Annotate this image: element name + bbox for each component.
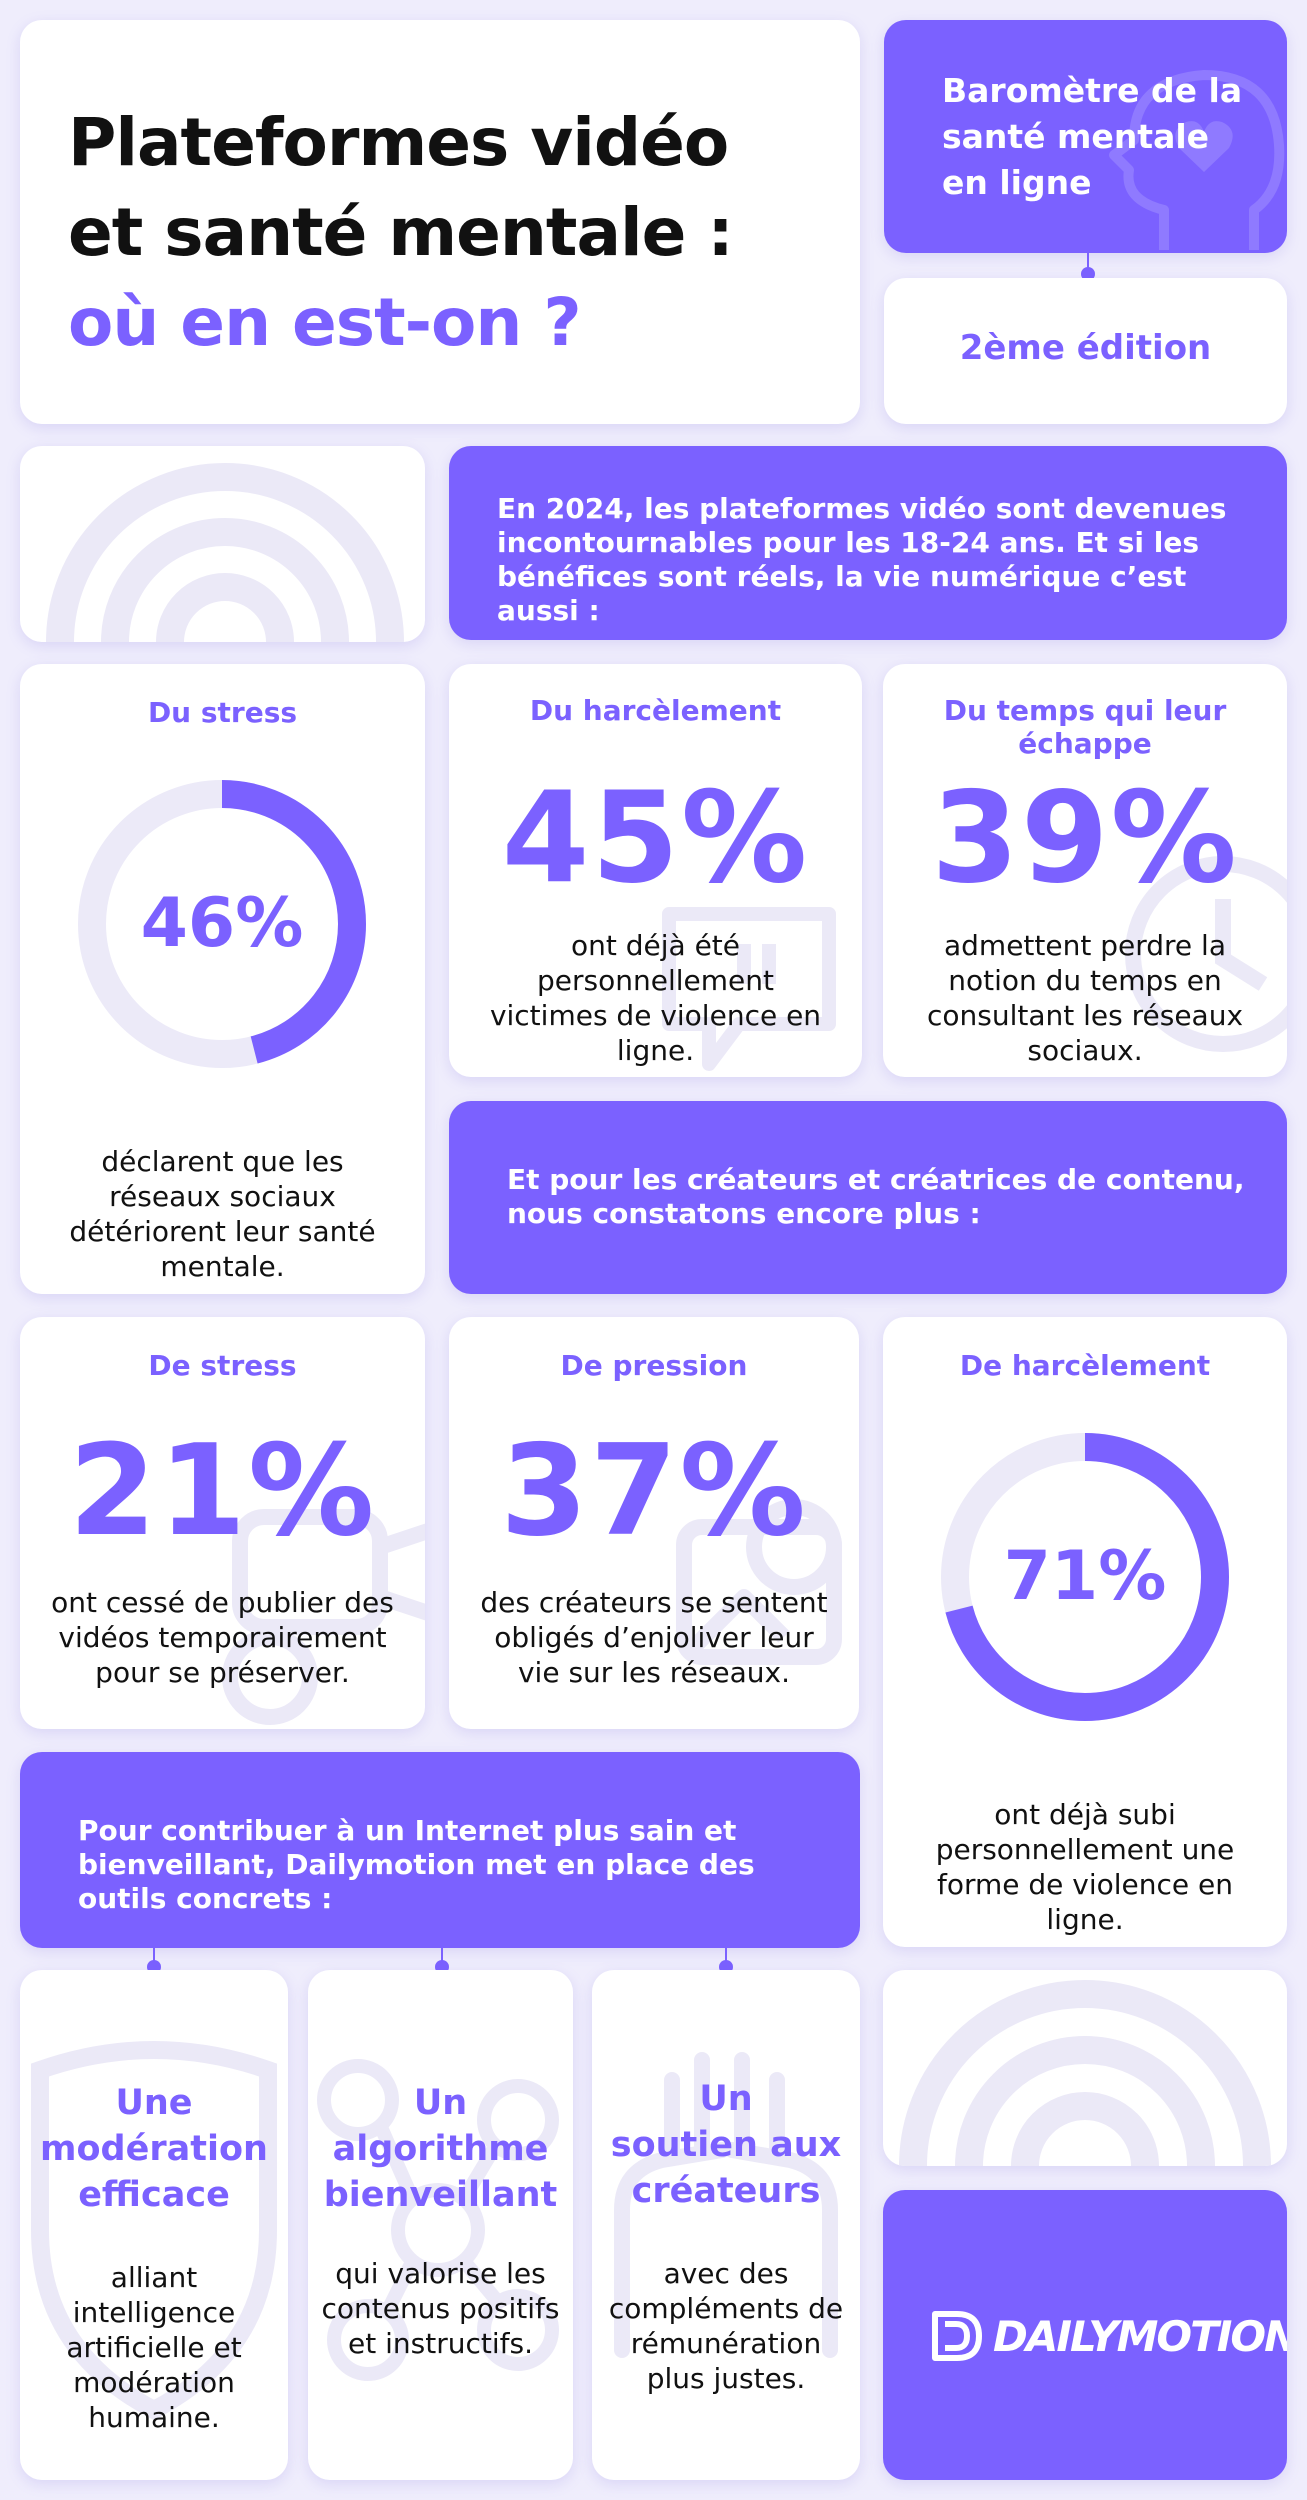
edition-label: 2ème édition	[959, 328, 1212, 368]
stat-label: De harcèlement	[959, 1349, 1211, 1382]
arcs-decoration	[46, 463, 404, 642]
progress-ring: 71%	[935, 1427, 1235, 1727]
creator-stat-pressure: De pression 37% des créateurs se sentent…	[449, 1317, 859, 1729]
arcs-decoration	[899, 1980, 1271, 2166]
creators-intro-text: Et pour les créateurs et créatrices de c…	[507, 1163, 1245, 1230]
solution-title: Un soutien aux créateurs	[602, 2076, 850, 2214]
stat-card-harassment: Du harcèlement 45% ont déjà été personne…	[449, 664, 862, 1077]
solution-title: Un algorithme bienveillant	[318, 2080, 563, 2218]
stat-label: De stress	[148, 1349, 297, 1382]
stat-value: 71%	[1003, 1537, 1167, 1616]
solution-card-algorithm: Un algorithme bienveillant qui valorise …	[308, 1970, 573, 2480]
barometer-connector	[1087, 253, 1089, 275]
title-line-1: Plateformes vidéo	[68, 104, 729, 181]
solution-title-line-1: Un	[413, 2083, 468, 2123]
solution-connector-1	[153, 1948, 155, 1964]
solution-description: alliant intelligence artificielle et mod…	[66, 2261, 242, 2434]
barometer-connector-dot	[1081, 267, 1095, 281]
brand-name: DAILYMOTION	[993, 2311, 1287, 2361]
stat-value: 46%	[140, 884, 304, 963]
solution-description: avec des compléments de rémunération plu…	[608, 2257, 844, 2395]
solution-connector-2	[441, 1948, 443, 1964]
solution-title-line-2: algorithme	[332, 2129, 549, 2169]
decor-card-bottom	[883, 1970, 1287, 2166]
solution-title-line-2: soutien aux	[610, 2125, 842, 2165]
stat-label: De pression	[560, 1349, 748, 1382]
solution-title: Une modération efficace	[30, 2080, 278, 2218]
ring-progress	[78, 780, 366, 1068]
title-line-3: où en est-on ?	[68, 284, 582, 361]
decor-card-top	[20, 446, 425, 642]
barometer-line-2: santé mentale	[942, 117, 1210, 156]
solution-title-line-3: bienveillant	[323, 2175, 558, 2215]
intro-text: En 2024, les plateformes vidéo sont deve…	[497, 492, 1227, 627]
barometer-line-1: Baromètre de la	[942, 71, 1243, 110]
ring-progress	[941, 1433, 1229, 1721]
stat-label: Du harcèlement	[529, 694, 782, 727]
dailymotion-intro-card: Pour contribuer à un Internet plus sain …	[20, 1752, 860, 1948]
stat-description: admettent perdre la notion du temps en c…	[926, 929, 1244, 1067]
solution-title-line-3: créateurs	[631, 2171, 821, 2211]
stat-card-time: Du temps qui leur échappe 39% admettent …	[883, 664, 1287, 1077]
brand-card: DAILYMOTION	[883, 2190, 1287, 2480]
solution-card-creators: Un soutien aux créateurs avec des complé…	[592, 1970, 860, 2480]
solution-title-line-1: Une	[115, 2083, 193, 2123]
creators-intro-card: Et pour les créateurs et créatrices de c…	[449, 1101, 1287, 1294]
intro-card: En 2024, les plateformes vidéo sont deve…	[449, 446, 1287, 640]
creator-stat-stress: De stress 21% ont cessé de publier des v…	[20, 1317, 425, 1729]
stat-value: 39%	[931, 764, 1239, 911]
solution-title-line-2: modération	[40, 2129, 268, 2169]
creator-stat-harassment: De harcèlement 71% ont déjà subi personn…	[883, 1317, 1287, 1947]
stat-description: déclarent que les réseaux sociaux détéri…	[69, 1145, 376, 1283]
title-card: Plateformes vidéo et santé mentale : où …	[20, 20, 860, 424]
stat-description: ont déjà été personnellement victimes de…	[489, 929, 822, 1067]
solution-description: qui valorise les contenus positifs et in…	[321, 2257, 560, 2360]
title-line-2: et santé mentale :	[68, 194, 734, 271]
solution-card-moderation: Une modération efficace alliant intellig…	[20, 1970, 288, 2480]
progress-ring: 46%	[72, 774, 372, 1074]
solution-title-line-1: Un	[699, 2079, 753, 2119]
stat-label: Du temps qui leur échappe	[943, 694, 1227, 760]
barometer-card: Baromètre de la santé mentale en ligne	[884, 20, 1287, 253]
stat-description: ont déjà subi personnellement une forme …	[935, 1798, 1235, 1936]
stat-value: 21%	[68, 1417, 377, 1564]
page-title: Plateformes vidéo et santé mentale : où …	[68, 98, 734, 368]
stat-value: 37%	[500, 1417, 808, 1564]
barometer-line-3: en ligne	[942, 163, 1092, 202]
solution-title-line-3: efficace	[78, 2175, 230, 2215]
dailymotion-logo: DAILYMOTION	[929, 2306, 1287, 2366]
solution-connector-3	[725, 1948, 727, 1964]
stat-label: Du stress	[147, 696, 298, 729]
dailymotion-intro-text: Pour contribuer à un Internet plus sain …	[78, 1814, 755, 1915]
stat-card-stress: Du stress 46% déclarent que les réseaux …	[20, 664, 425, 1294]
stat-description: ont cessé de publier des vidéos temporai…	[51, 1586, 394, 1689]
stat-description: des créateurs se sentent obligés d’enjol…	[480, 1586, 828, 1689]
edition-card: 2ème édition	[884, 278, 1287, 424]
barometer-title: Baromètre de la santé mentale en ligne	[942, 68, 1242, 206]
dailymotion-logo-icon	[932, 2311, 982, 2361]
stat-value: 45%	[501, 764, 810, 911]
